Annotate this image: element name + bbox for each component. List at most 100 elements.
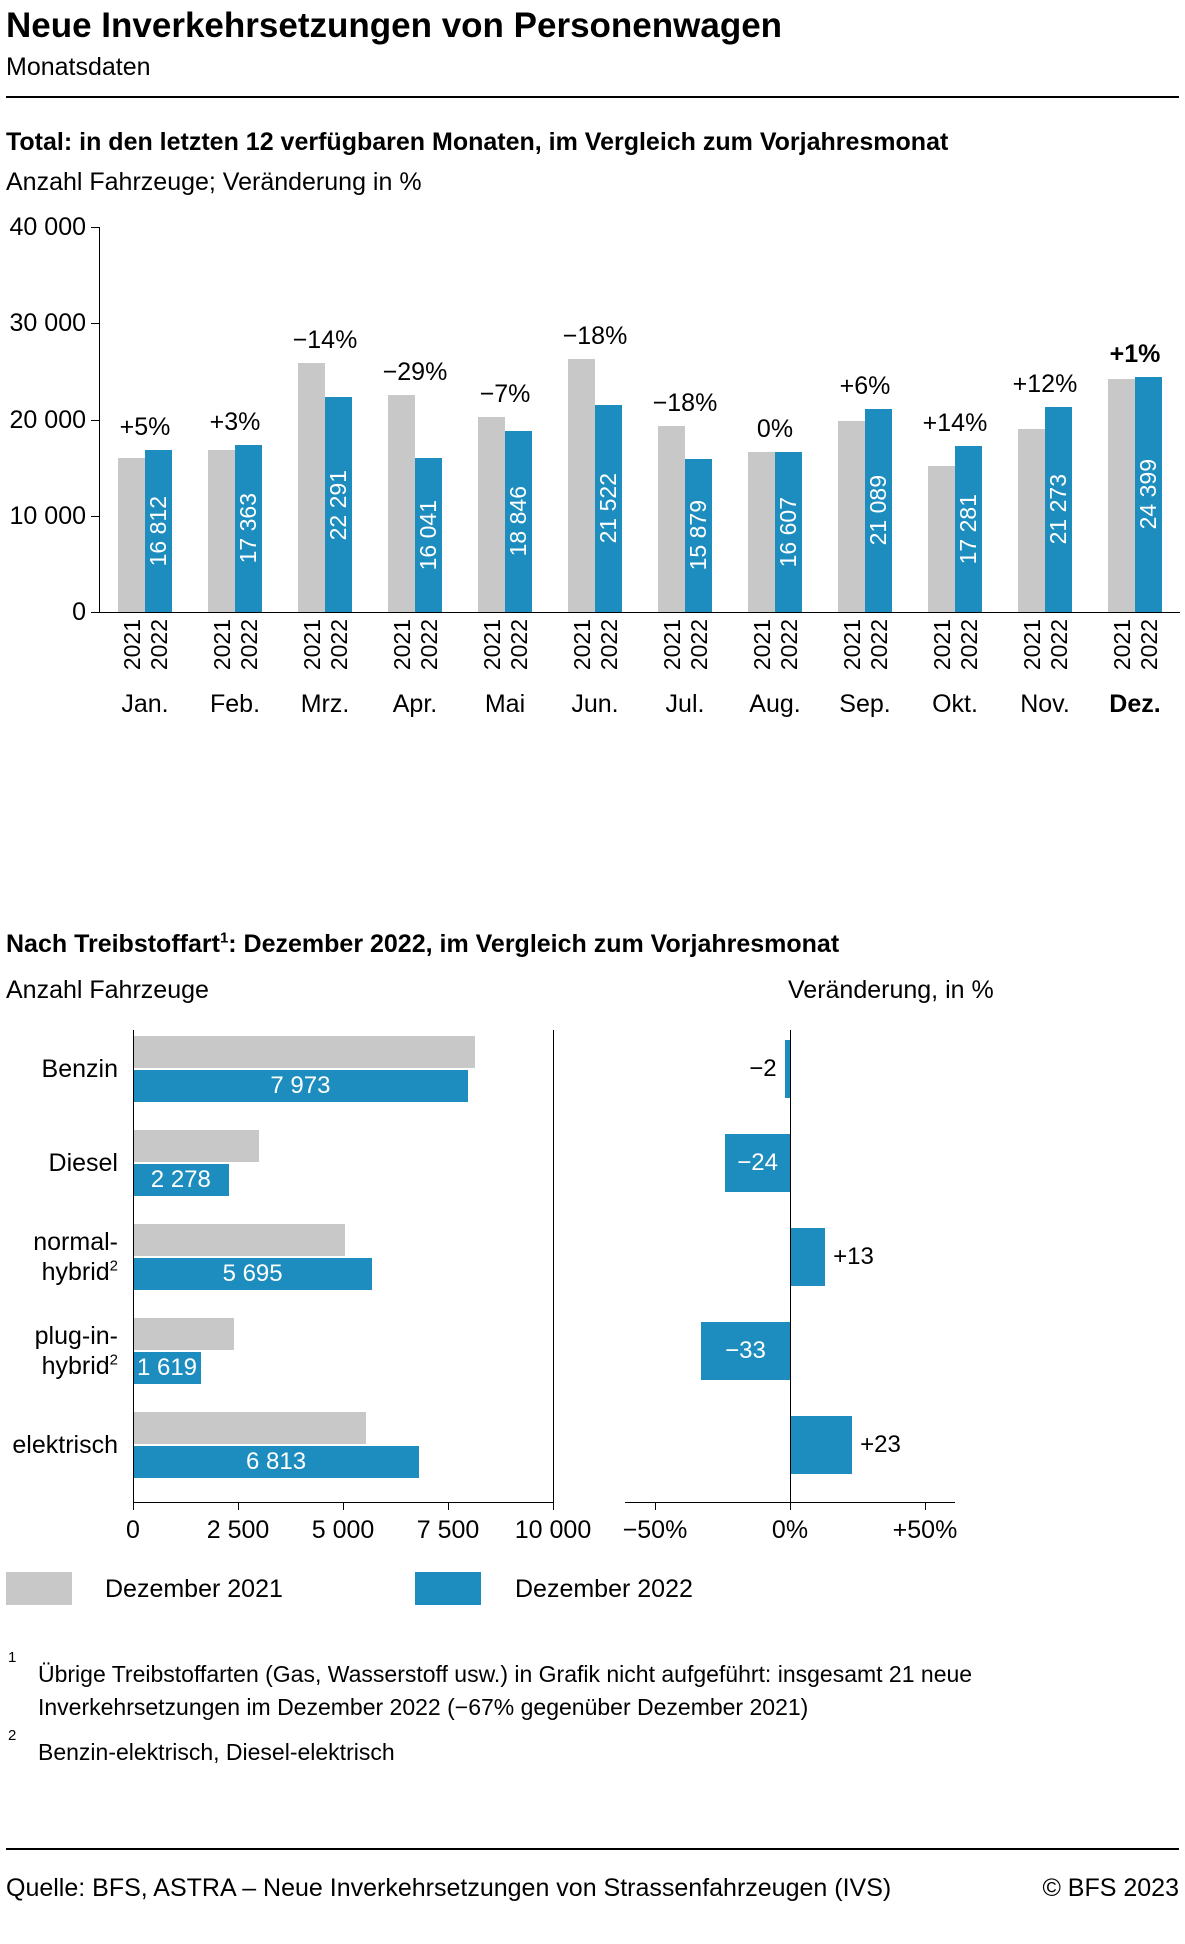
category-label: normal-hybrid2 — [0, 1220, 118, 1294]
fuel-x-tick-label: 5 000 — [311, 1516, 375, 1544]
change-bar — [790, 1228, 826, 1286]
footnote-1: 1 Übrige Treibstoffarten (Gas, Wassersto… — [8, 1650, 1158, 1724]
change-x-tick-mark — [790, 1502, 791, 1510]
change-percent-label: +12% — [1012, 370, 1078, 399]
bar-value-text: 17 281 — [955, 493, 981, 564]
change-bar — [700, 1322, 790, 1380]
category-label: Diesel — [0, 1126, 118, 1200]
change-bar-value-label: −33 — [725, 1337, 766, 1364]
legend: Dezember 2021 Dezember 2022 — [6, 1572, 1179, 1606]
change-percent-label: 0% — [756, 415, 794, 444]
year-tick-label: 2022 — [956, 619, 982, 671]
bar-2021 — [658, 425, 685, 612]
change-x-tick-mark — [655, 1502, 656, 1510]
year-tick-label: 2021 — [209, 619, 235, 671]
bar-2022 — [325, 397, 352, 612]
fuel-type-bar-charts: Benzin 7 973 −2 Diesel 2 278 −24 normal-hybrid… — [0, 1030, 1185, 1570]
bar-value-text: 17 363 — [235, 493, 261, 564]
change-bar-value-label: −2 — [749, 1055, 777, 1082]
legend-swatch-dezember-2021 — [6, 1572, 72, 1605]
y-tick-label: 10 000 — [9, 501, 86, 530]
bar-2022 — [685, 459, 712, 612]
page-subtitle: Monatsdaten — [6, 53, 151, 81]
legend-label-dezember-2021: Dezember 2021 — [105, 1575, 283, 1603]
change-percent-label: +3% — [209, 407, 261, 436]
fuel-x-tick-mark — [343, 1502, 344, 1510]
fuel-x-tick-label: 10 000 — [514, 1516, 592, 1544]
year-tick-label: 2021 — [479, 619, 505, 671]
month-label: Nov. — [1020, 690, 1070, 718]
bar-value-label: 18 846 — [505, 431, 532, 612]
month-label: Mrz. — [300, 690, 350, 718]
bar-2021 — [568, 359, 595, 612]
bar-2021 — [838, 420, 865, 612]
fuel-chart-title: Nach Treibstoffart1: Dezember 2022, im V… — [6, 930, 839, 959]
category-label: Benzin — [0, 1032, 118, 1106]
year-tick-label: 2021 — [299, 619, 325, 671]
bar-value-label: 21 522 — [595, 405, 622, 612]
year-tick-label: 2021 — [839, 619, 865, 671]
footnote-2-text: Benzin-elektrisch, Diesel-elektrisch — [38, 1739, 395, 1765]
fuel-bar-2021 — [133, 1224, 345, 1256]
change-bar — [784, 1040, 790, 1098]
bar-2022 — [415, 457, 442, 612]
bar-value-text: 15 879 — [685, 500, 711, 571]
fuel-bar-2022 — [133, 1164, 229, 1196]
month-label: Mai — [484, 690, 526, 718]
category-label-line: hybrid2 — [41, 1351, 118, 1380]
fuel-x-tick-mark — [238, 1502, 239, 1510]
monthly-grouped-bar-chart: 40 000 30 000 20 000 10 000 0 16 812 +5% 2021 20… — [0, 213, 1185, 735]
bar-value-label: 21 089 — [865, 409, 892, 612]
bar-2022 — [595, 404, 622, 612]
bar-2022 — [955, 445, 982, 612]
year-tick-label: 2021 — [569, 619, 595, 671]
fuel-bar-value-label: 2 278 — [150, 1166, 211, 1193]
bar-value-label: 22 291 — [325, 397, 352, 612]
bar-value-text: 24 399 — [1135, 459, 1161, 530]
bar-value-text: 21 089 — [865, 475, 891, 546]
header-rule — [6, 96, 1179, 98]
bar-value-label: 17 363 — [235, 445, 262, 612]
change-bar-value-label: +23 — [860, 1431, 901, 1458]
y-tick-mark — [91, 419, 100, 421]
bar-2022 — [775, 452, 802, 612]
copyright-text: © BFS 2023 — [1042, 1874, 1179, 1902]
page-title: Neue Inverkehrsetzungen von Personenwage… — [6, 6, 783, 45]
change-percent-label: +1% — [1109, 340, 1161, 369]
fuel-plot-right-frame — [553, 1030, 554, 1502]
monthly-axis-label: Anzahl Fahrzeuge; Veränderung in % — [6, 168, 422, 196]
change-percent-label: −29% — [382, 357, 448, 386]
fuel-x-tick-label: 7 500 — [416, 1516, 480, 1544]
change-percent-label: +14% — [922, 408, 988, 437]
bar-value-label: 24 399 — [1135, 377, 1162, 612]
year-tick-label: 2021 — [1109, 619, 1135, 671]
fuel-bar-2022 — [133, 1258, 373, 1290]
fuel-x-tick-mark — [133, 1502, 134, 1510]
change-percent-label: −7% — [479, 379, 531, 408]
month-label: Dez. — [1109, 690, 1161, 718]
fuel-bar-2022 — [133, 1446, 420, 1478]
year-tick-label: 2022 — [686, 619, 712, 671]
bar-value-text: 21 273 — [1045, 474, 1071, 545]
change-percent-label: −14% — [292, 325, 358, 354]
fuel-x-tick-label: 0 — [126, 1516, 140, 1544]
category-label-line: normal- — [33, 1228, 118, 1256]
fuel-bar-2021 — [133, 1318, 235, 1350]
bar-2021 — [208, 449, 235, 612]
change-bar — [725, 1134, 790, 1192]
year-tick-label: 2022 — [416, 619, 442, 671]
bar-value-text: 16 041 — [415, 499, 441, 570]
month-label: Sep. — [839, 690, 891, 718]
y-tick-label: 30 000 — [9, 309, 86, 338]
source-text: Quelle: BFS, ASTRA – Neue Inverkehrsetzu… — [6, 1874, 892, 1902]
year-tick-label: 2021 — [749, 619, 775, 671]
year-tick-label: 2022 — [326, 619, 352, 671]
change-zero-line — [790, 1030, 791, 1502]
footnote-1-text: Übrige Treibstoffarten (Gas, Wasserstoff… — [38, 1661, 973, 1720]
category-label: elektrisch — [0, 1408, 118, 1482]
year-tick-label: 2021 — [389, 619, 415, 671]
bar-value-label: 16 041 — [415, 458, 442, 612]
fuel-y-axis-line — [133, 1030, 134, 1502]
fuel-bar-value-label: 5 695 — [222, 1260, 283, 1287]
year-tick-label: 2021 — [659, 619, 685, 671]
